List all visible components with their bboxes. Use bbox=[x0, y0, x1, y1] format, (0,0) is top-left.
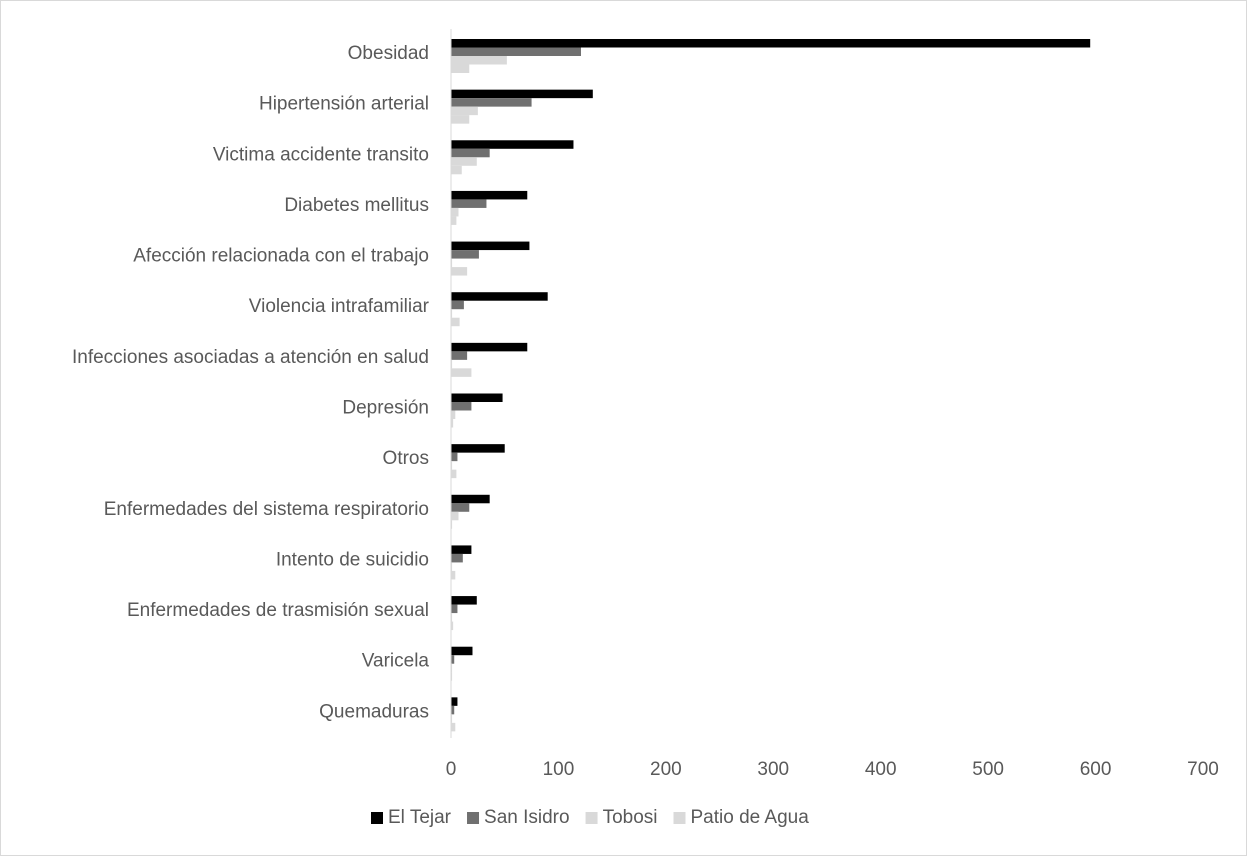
category-label-afeccion-relacionada-con-el-trabajo: Afección relacionada con el trabajo bbox=[133, 246, 429, 267]
category-label-victima-accidente-transito: Victima accidente transito bbox=[213, 144, 429, 165]
bar-el-tejar-enfermedades-de-trasmision-sexual bbox=[451, 596, 477, 605]
bar-san-isidro-enfermedades-del-sistema-respiratorio bbox=[451, 503, 470, 512]
x-tick-label-400: 400 bbox=[865, 759, 897, 780]
category-label-diabetes-mellitus: Diabetes mellitus bbox=[284, 195, 429, 216]
bar-el-tejar-depresion bbox=[451, 393, 503, 402]
x-tick-label-0: 0 bbox=[446, 759, 457, 780]
legend-label-patio-de-agua: Patio de Agua bbox=[690, 807, 809, 828]
bar-san-isidro-depresion bbox=[451, 402, 472, 411]
legend-swatch-san-isidro bbox=[467, 812, 480, 824]
bar-san-isidro-quemaduras bbox=[451, 705, 455, 715]
bar-el-tejar-intento-de-suicidio bbox=[451, 545, 472, 554]
x-tick-label-200: 200 bbox=[650, 759, 682, 780]
bar-tobosi-diabetes-mellitus bbox=[451, 207, 459, 217]
legend-label-tobosi: Tobosi bbox=[603, 807, 658, 828]
bar-tobosi-enfermedades-de-trasmision-sexual bbox=[451, 613, 453, 622]
bar-san-isidro-infecciones-asociadas-a-atencion-en-salud bbox=[451, 351, 468, 360]
bar-tobosi-quemaduras bbox=[451, 714, 453, 723]
bar-san-isidro-hipertension-arterial bbox=[451, 98, 532, 107]
bar-san-isidro-violencia-intrafamiliar bbox=[451, 300, 464, 310]
bar-el-tejar-diabetes-mellitus bbox=[451, 190, 528, 200]
bar-el-tejar-hipertension-arterial bbox=[451, 89, 593, 99]
bar-el-tejar-violencia-intrafamiliar bbox=[451, 292, 548, 301]
category-label-enfermedades-de-trasmision-sexual: Enfermedades de trasmisión sexual bbox=[127, 600, 429, 621]
bar-tobosi-enfermedades-del-sistema-respiratorio bbox=[451, 511, 459, 521]
bar-tobosi-depresion bbox=[451, 410, 456, 419]
bar-san-isidro-varicela bbox=[451, 655, 455, 664]
bar-el-tejar-quemaduras bbox=[451, 697, 458, 706]
category-label-intento-de-suicidio: Intento de suicidio bbox=[276, 549, 429, 570]
bar-el-tejar-otros bbox=[451, 444, 505, 453]
bar-tobosi-hipertension-arterial bbox=[451, 106, 478, 116]
x-tick-label-700: 700 bbox=[1187, 759, 1219, 780]
bar-san-isidro-enfermedades-de-trasmision-sexual bbox=[451, 604, 458, 614]
bar-patio-de-agua-varicela bbox=[451, 672, 453, 681]
bar-el-tejar-afeccion-relacionada-con-el-trabajo bbox=[451, 241, 530, 251]
bar-tobosi-afeccion-relacionada-con-el-trabajo bbox=[451, 258, 453, 268]
bar-patio-de-agua-enfermedades-de-trasmision-sexual bbox=[451, 621, 454, 631]
legend: El Tejar San Isidro Tobosi Patio de Agua bbox=[371, 807, 809, 828]
bar-el-tejar-enfermedades-del-sistema-respiratorio bbox=[451, 494, 490, 504]
bar-san-isidro-diabetes-mellitus bbox=[451, 199, 487, 208]
category-label-obesidad: Obesidad bbox=[348, 43, 429, 64]
bar-tobosi-intento-de-suicidio bbox=[451, 562, 453, 571]
bar-patio-de-agua-victima-accidente-transito bbox=[451, 165, 462, 175]
bar-patio-de-agua-afeccion-relacionada-con-el-trabajo bbox=[451, 267, 468, 276]
category-labels: Obesidad Hipertensión arterial Victima acc… bbox=[72, 43, 430, 722]
bar-patio-de-agua-infecciones-asociadas-a-atencion-en-salud bbox=[451, 368, 472, 377]
bar-patio-de-agua-diabetes-mellitus bbox=[451, 216, 457, 225]
bar-san-isidro-afeccion-relacionada-con-el-trabajo bbox=[451, 250, 479, 259]
category-label-otros: Otros bbox=[383, 448, 429, 469]
bar-patio-de-agua-violencia-intrafamiliar bbox=[451, 317, 460, 327]
legend-swatch-patio-de-agua bbox=[673, 812, 686, 824]
bar-tobosi-otros bbox=[451, 461, 453, 470]
bar-patio-de-agua-obesidad bbox=[451, 64, 470, 73]
x-tick-label-300: 300 bbox=[757, 759, 789, 780]
legend-label-el-tejar: El Tejar bbox=[388, 807, 452, 828]
bar-tobosi-violencia-intrafamiliar bbox=[451, 309, 453, 318]
legend-swatch-tobosi bbox=[585, 812, 598, 824]
bar-san-isidro-victima-accidente-transito bbox=[451, 148, 490, 158]
bar-patio-de-agua-depresion bbox=[451, 419, 454, 428]
bar-san-isidro-otros bbox=[451, 452, 458, 462]
bar-tobosi-infecciones-asociadas-a-atencion-en-salud bbox=[451, 359, 453, 369]
bar-tobosi-victima-accidente-transito bbox=[451, 157, 477, 166]
bar-el-tejar-victima-accidente-transito bbox=[451, 140, 574, 149]
x-tick-label-100: 100 bbox=[543, 759, 575, 780]
bar-patio-de-agua-quemaduras bbox=[451, 722, 456, 732]
bar-san-isidro-intento-de-suicidio bbox=[451, 553, 463, 563]
category-label-depresion: Depresión bbox=[342, 398, 429, 419]
bar-tobosi-obesidad bbox=[451, 56, 507, 65]
bar-san-isidro-obesidad bbox=[451, 47, 581, 56]
bar-patio-de-agua-otros bbox=[451, 469, 457, 479]
category-label-quemaduras: Quemaduras bbox=[319, 701, 429, 722]
bar-el-tejar-obesidad bbox=[451, 39, 1091, 48]
category-label-enfermedades-del-sistema-respiratorio: Enfermedades del sistema respiratorio bbox=[104, 499, 429, 520]
x-tick-label-500: 500 bbox=[972, 759, 1004, 780]
category-label-infecciones-asociadas-a-atencion-en-salud: Infecciones asociadas a atención en salu… bbox=[72, 347, 429, 368]
legend-swatch-el-tejar bbox=[371, 812, 383, 824]
bar-tobosi-varicela bbox=[451, 663, 453, 673]
bar-el-tejar-varicela bbox=[451, 646, 473, 656]
category-label-varicela: Varicela bbox=[362, 651, 430, 672]
x-tick-labels: 0 100 200 300 400 500 600 700 bbox=[446, 759, 1219, 780]
legend-label-san-isidro: San Isidro bbox=[484, 807, 570, 828]
bars-layer bbox=[451, 39, 1091, 732]
category-label-hipertension-arterial: Hipertensión arterial bbox=[259, 94, 429, 115]
bar-patio-de-agua-intento-de-suicidio bbox=[451, 570, 456, 580]
bar-patio-de-agua-hipertension-arterial bbox=[451, 115, 470, 124]
category-label-violencia-intrafamiliar: Violencia intrafamiliar bbox=[249, 296, 430, 317]
x-tick-label-600: 600 bbox=[1080, 759, 1112, 780]
bar-patio-de-agua-enfermedades-del-sistema-respiratorio bbox=[451, 520, 453, 529]
bar-el-tejar-infecciones-asociadas-a-atencion-en-salud bbox=[451, 342, 528, 352]
